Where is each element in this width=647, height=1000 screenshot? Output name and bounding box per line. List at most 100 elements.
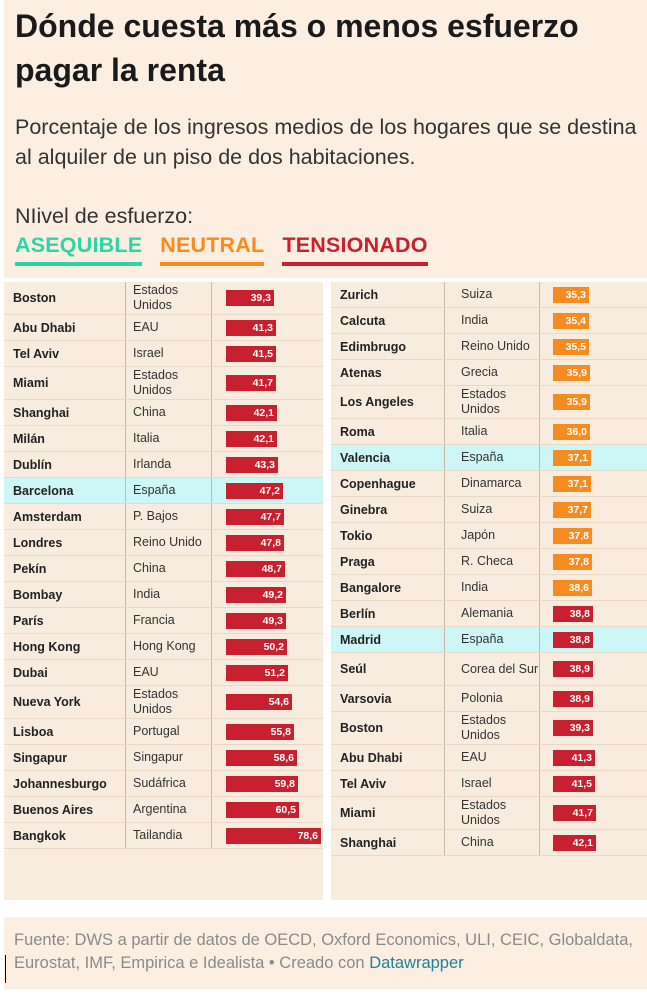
value-bar: 54,6 bbox=[226, 694, 292, 710]
value-bar: 39,3 bbox=[226, 290, 274, 306]
column-divider bbox=[539, 445, 540, 470]
city-name: Edimbrugo bbox=[340, 339, 406, 354]
country-name: Estados Unidos bbox=[133, 687, 179, 716]
column-divider bbox=[444, 797, 445, 829]
table-row: Seúl Corea del Sur 38,9 bbox=[331, 653, 647, 686]
column-divider bbox=[211, 660, 212, 685]
city-name: Praga bbox=[340, 554, 375, 569]
city-name: Hong Kong bbox=[13, 639, 81, 654]
city-name: Atenas bbox=[340, 365, 382, 380]
city-name: Roma bbox=[340, 424, 375, 439]
column-divider bbox=[539, 575, 540, 600]
table-row: Miami Estados Unidos 41,7 bbox=[4, 367, 323, 400]
column-divider bbox=[539, 360, 540, 385]
country-name: España bbox=[461, 632, 504, 646]
country-name: España bbox=[133, 483, 176, 497]
table-row: Boston Estados Unidos 39,3 bbox=[4, 282, 323, 315]
city-name: Milán bbox=[13, 431, 45, 446]
column-divider bbox=[125, 686, 126, 718]
column-divider bbox=[444, 282, 445, 307]
column-divider bbox=[125, 400, 126, 425]
column-divider bbox=[211, 530, 212, 555]
country-name: Argentina bbox=[133, 802, 187, 816]
table-row: Milán Italia 42,1 bbox=[4, 426, 323, 452]
city-name: Varsovia bbox=[340, 691, 392, 706]
datawrapper-link[interactable]: Datawrapper bbox=[369, 954, 464, 972]
value-bar: 37,1 bbox=[553, 449, 591, 466]
city-name: Singapur bbox=[13, 750, 68, 765]
table-row: Praga R. Checa 37,8 bbox=[331, 549, 647, 575]
column-divider bbox=[211, 823, 212, 848]
column-divider bbox=[211, 634, 212, 659]
column-divider bbox=[444, 653, 445, 685]
table-row: Lisboa Portugal 55,8 bbox=[4, 719, 323, 745]
table-row: París Francia 49,3 bbox=[4, 608, 323, 634]
city-name: Tel Aviv bbox=[13, 346, 60, 361]
value-bar: 38,8 bbox=[553, 605, 593, 622]
column-divider bbox=[539, 419, 540, 444]
column-divider bbox=[211, 686, 212, 718]
column-divider bbox=[125, 530, 126, 555]
table-row: Zurich Suiza 35,3 bbox=[331, 282, 647, 308]
column-divider bbox=[444, 712, 445, 744]
value-bar: 35,3 bbox=[553, 286, 589, 303]
table-row: Abu Dhabi EAU 41,3 bbox=[4, 315, 323, 341]
table-row: Barcelona España 47,2 bbox=[4, 478, 323, 504]
country-name: India bbox=[461, 313, 489, 327]
column-divider bbox=[211, 797, 212, 822]
column-divider bbox=[211, 282, 212, 314]
country-name: Estados Unidos bbox=[133, 283, 179, 312]
country-name: Italia bbox=[133, 431, 160, 445]
country-name: Israel bbox=[133, 346, 164, 360]
column-divider bbox=[125, 660, 126, 685]
column-divider bbox=[125, 426, 126, 451]
table-row: Varsovia Polonia 38,9 bbox=[331, 686, 647, 712]
column-divider bbox=[211, 341, 212, 366]
country-name: China bbox=[133, 405, 166, 419]
table-row: Boston Estados Unidos 39,3 bbox=[331, 712, 647, 745]
column-divider bbox=[125, 478, 126, 503]
column-divider bbox=[539, 282, 540, 307]
column-divider bbox=[211, 367, 212, 399]
city-name: Bombay bbox=[13, 587, 63, 602]
value-bar: 35,9 bbox=[553, 394, 590, 410]
table-row: Shanghai China 42,1 bbox=[331, 830, 647, 856]
column-divider bbox=[211, 719, 212, 744]
country-name: España bbox=[461, 450, 504, 464]
column-divider bbox=[539, 471, 540, 496]
column-divider bbox=[539, 386, 540, 418]
table-row: Tokio Japón 37,8 bbox=[331, 523, 647, 549]
legend-item-tensionado: TENSIONADO bbox=[282, 231, 428, 266]
column-divider bbox=[539, 771, 540, 796]
column-divider bbox=[211, 504, 212, 529]
city-name: Calcuta bbox=[340, 313, 386, 328]
city-name: Nueva York bbox=[13, 695, 81, 709]
column-divider bbox=[211, 608, 212, 633]
column-divider bbox=[125, 315, 126, 340]
legend: ASEQUIBLE NEUTRAL TENSIONADO bbox=[15, 231, 428, 266]
value-bar: 35,5 bbox=[553, 338, 589, 355]
value-bar: 42,1 bbox=[553, 834, 596, 851]
column-divider bbox=[444, 523, 445, 548]
country-name: India bbox=[133, 587, 161, 601]
country-name: Grecia bbox=[461, 365, 498, 379]
city-name: Lisboa bbox=[13, 724, 54, 739]
city-name: Buenos Aires bbox=[13, 802, 94, 817]
table-right-column[interactable]: Zurich Suiza 35,3 Calcuta India 35,4 Edimbrugo… bbox=[331, 282, 647, 900]
city-name: Berlín bbox=[340, 606, 376, 621]
country-name: Estados Unidos bbox=[461, 798, 507, 827]
city-name: Ginebra bbox=[340, 502, 388, 517]
table-row: Bangkok Tailandia 78,6 bbox=[4, 823, 323, 849]
column-divider bbox=[125, 719, 126, 744]
table-row: Madrid España 38,8 bbox=[331, 627, 647, 653]
column-divider bbox=[125, 556, 126, 581]
column-divider bbox=[444, 549, 445, 574]
value-bar: 50,2 bbox=[226, 638, 287, 655]
value-bar: 35,4 bbox=[553, 312, 589, 329]
column-divider bbox=[211, 426, 212, 451]
column-divider bbox=[444, 334, 445, 359]
country-name: India bbox=[461, 580, 489, 594]
table-row: Tel Aviv Israel 41,5 bbox=[331, 771, 647, 797]
column-divider bbox=[125, 797, 126, 822]
city-name: Madrid bbox=[340, 632, 381, 647]
